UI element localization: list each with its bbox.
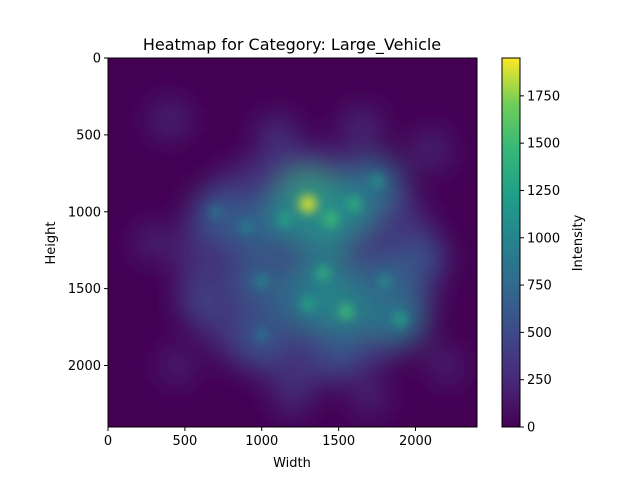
- colorbar-tick-label: 1000: [527, 231, 560, 246]
- colorbar-tick-label: 1500: [527, 137, 560, 152]
- y-tick-label: 500: [76, 128, 101, 143]
- heat-hotspot: [255, 328, 268, 341]
- heat-hotspot: [255, 274, 268, 288]
- colorbar-tick-label: 0: [527, 421, 535, 436]
- heat-blob: [256, 114, 298, 156]
- x-axis-label: Width: [273, 456, 311, 471]
- x-tick-label: 1000: [245, 434, 278, 449]
- x-tick-label: 0: [104, 434, 112, 449]
- heat-blob: [135, 223, 173, 262]
- heat-hotspot: [346, 196, 362, 212]
- heat-hotspot: [323, 211, 339, 228]
- heat-blob: [150, 100, 189, 139]
- colorbar-tick-label: 1250: [527, 184, 560, 199]
- chart-title: Heatmap for Category: Large_Vehicle: [143, 35, 441, 55]
- heat-blob: [411, 131, 450, 170]
- heat-hotspot: [338, 304, 354, 320]
- colorbar: [501, 57, 521, 428]
- x-tick-label: 1500: [322, 434, 355, 449]
- heat-hotspot: [277, 212, 292, 227]
- x-tick-label: 500: [172, 434, 197, 449]
- y-tick-label: 0: [93, 52, 101, 67]
- colorbar-tick-label: 1750: [527, 89, 560, 104]
- colorbar-tick-label: 750: [527, 279, 552, 294]
- y-axis-ticks: 0 500 1000 1500 2000: [68, 52, 108, 374]
- y-axis-label: Height: [44, 222, 59, 265]
- heat-hotspot: [300, 297, 315, 311]
- colorbar-tick-label: 500: [527, 326, 552, 341]
- plot-frame: [107, 57, 478, 428]
- colorbar-label: Intensity: [571, 214, 586, 271]
- heat-hotspot: [240, 221, 253, 234]
- heat-core-group: [209, 174, 408, 341]
- heat-blob: [272, 376, 313, 416]
- colorbar-tick-label: 250: [527, 373, 552, 388]
- x-axis-ticks: 0 500 1000 1500 2000: [104, 427, 432, 449]
- heat-hotspot: [393, 312, 408, 327]
- y-tick-label: 1500: [68, 282, 101, 297]
- heat-blob: [178, 282, 222, 326]
- heat-hotspot: [378, 274, 392, 288]
- heat-blob: [342, 107, 382, 147]
- heat-blob: [159, 347, 196, 384]
- heat-hotspot: [299, 195, 317, 213]
- heat-blob: [350, 377, 388, 415]
- y-tick-label: 2000: [68, 359, 101, 374]
- x-tick-label: 2000: [399, 434, 432, 449]
- heat-hotspot: [370, 174, 384, 188]
- heat-glow-group: [135, 100, 465, 416]
- heat-layer: [135, 100, 465, 416]
- y-tick-label: 1000: [68, 205, 101, 220]
- colorbar-ticks: 0 250 500 750 1000 1250 1500 1750: [520, 89, 560, 436]
- heat-blob: [428, 347, 465, 384]
- heat-blob: [399, 234, 447, 282]
- heat-hotspot: [315, 265, 331, 281]
- heat-hotspot: [209, 205, 222, 218]
- heat-blob: [315, 326, 363, 374]
